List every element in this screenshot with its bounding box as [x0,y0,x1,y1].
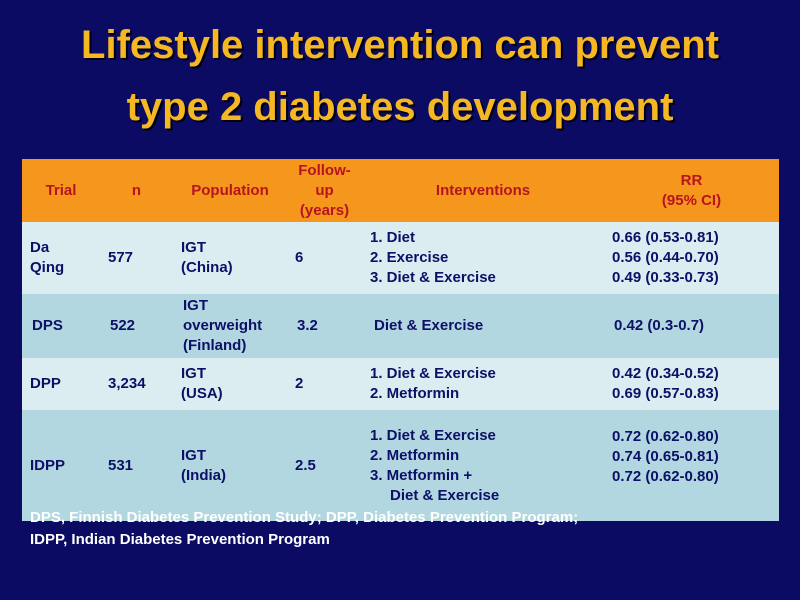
footnote-line-2: IDPP, Indian Diabetes Prevention Program [30,531,330,548]
cell-interventions: 1. Diet & Exercise 2. Metformin 3. Metfo… [362,410,604,521]
cell-n: 522 [100,294,173,358]
table-row: DPP 3,234 IGT (USA) 2 1. Diet & Exercise… [22,358,779,410]
header-population: Population [173,159,287,222]
header-rr-line: (95% CI) [661,191,722,209]
table-header-row: Trial n Population Follow- up (years) In… [22,159,779,222]
rr-line: 0.49 (0.33-0.73) [612,269,719,286]
cell-interventions: 1. Diet & Exercise 2. Metformin [362,358,604,410]
cell-followup: 6 [287,222,362,294]
intervention-line: 2. Exercise [370,249,449,266]
cell-rr: 0.66 (0.53-0.81) 0.56 (0.44-0.70) 0.49 (… [604,222,779,294]
trial-name-line: DPP [30,375,61,392]
cell-trial: DPS [22,294,100,358]
population-line: IGT [181,446,206,464]
cell-population: IGT overweight (Finland) [173,294,287,358]
population-line: overweight [183,317,263,334]
slide-title-line-2: type 2 diabetes development [126,85,674,129]
rr-line: 0.74 (0.65-0.81) [612,447,719,465]
cell-n: 577 [100,222,173,294]
intervention-line: Diet & Exercise [374,317,484,334]
population-line: (India) [181,466,226,484]
cell-n: 3,234 [100,358,173,410]
cell-population: IGT (China) [173,222,287,294]
rr-line: 0.42 (0.34-0.52) [612,365,719,382]
trial-name-line: Qing [30,259,65,276]
intervention-line: 1. Diet [370,229,416,246]
header-n: n [100,159,173,222]
table-row: DPS 522 IGT overweight (Finland) 3.2 Die… [22,294,779,358]
rr-line: 0.69 (0.57-0.83) [612,385,719,402]
intervention-line: Diet & Exercise [390,486,500,504]
cell-interventions: 1. Diet 2. Exercise 3. Diet & Exercise [362,222,604,294]
trial-name-line: IDPP [30,456,66,474]
intervention-line: 3. Diet & Exercise [370,269,496,286]
cell-interventions: Diet & Exercise [362,294,604,358]
population-line: (USA) [181,385,223,402]
cell-population: IGT (USA) [173,358,287,410]
cell-trial: IDPP [22,410,100,521]
header-followup-line: Follow- [298,161,351,179]
population-line: IGT [183,297,208,314]
rr-line: 0.56 (0.44-0.70) [612,249,719,266]
cell-population: IGT (India) [173,410,287,521]
cell-trial: Da Qing [22,222,100,294]
cell-followup: 2.5 [287,410,362,521]
header-rr-line: RR [680,171,703,189]
cell-rr: 0.42 (0.34-0.52) 0.69 (0.57-0.83) [604,358,779,410]
slide-title-line-1: Lifestyle intervention can prevent [81,23,719,67]
rr-line: 0.72 (0.62-0.80) [612,427,719,445]
population-line: (China) [181,259,233,276]
population-line: IGT [181,365,206,382]
table-row: IDPP 531 IGT (India) 2.5 1. Diet & Exerc… [22,410,779,521]
population-line: IGT [181,239,206,256]
intervention-line: 2. Metformin [370,385,460,402]
trial-name-line: Da [30,239,50,256]
cell-rr: 0.72 (0.62-0.80) 0.74 (0.65-0.81) 0.72 (… [604,410,779,521]
header-followup: Follow- up (years) [287,159,362,222]
slide-title: Lifestyle intervention can prevent type … [0,14,800,138]
header-followup-line: up [315,181,334,199]
intervention-line: 1. Diet & Exercise [370,426,496,444]
cell-trial: DPP [22,358,100,410]
intervention-line: 3. Metformin + [370,466,473,484]
cell-n: 531 [100,410,173,521]
rr-line: 0.72 (0.62-0.80) [612,467,719,485]
cell-followup: 3.2 [287,294,362,358]
rr-line: 0.42 (0.3-0.7) [614,317,705,334]
rr-line: 0.66 (0.53-0.81) [612,229,719,246]
header-trial: Trial [22,159,100,222]
cell-followup: 2 [287,358,362,410]
trials-table: Trial n Population Follow- up (years) In… [22,159,779,521]
header-followup-line: (years) [299,201,350,219]
intervention-line: 2. Metformin [370,446,460,464]
trial-name-line: DPS [32,317,63,334]
footnote-line-1: DPS, Finnish Diabetes Prevention Study; … [30,509,579,526]
intervention-line: 1. Diet & Exercise [370,365,496,382]
footnote: DPS, Finnish Diabetes Prevention Study; … [30,507,578,551]
header-interventions: Interventions [362,159,604,222]
header-rr: RR (95% CI) [604,159,779,222]
cell-rr: 0.42 (0.3-0.7) [604,294,779,358]
table-row: Da Qing 577 IGT (China) 6 1. Diet 2. Exe… [22,222,779,294]
population-line: (Finland) [183,337,247,354]
